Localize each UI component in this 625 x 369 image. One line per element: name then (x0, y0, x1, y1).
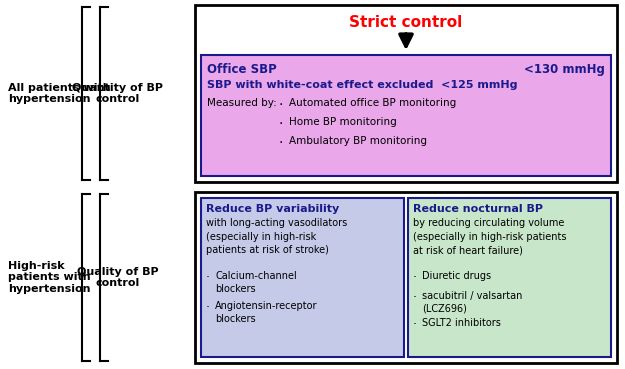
Text: Calcium-channel
blockers: Calcium-channel blockers (215, 271, 297, 294)
Text: ·: · (279, 136, 283, 150)
Bar (201, 55, 611, 176)
Text: Reduce nocturnal BP: Reduce nocturnal BP (413, 204, 543, 214)
Text: Home BP monitoring: Home BP monitoring (289, 117, 397, 127)
Text: All patients with
hypertension: All patients with hypertension (8, 83, 111, 104)
Text: with long-acting vasodilators
(especially in high-risk
patients at risk of strok: with long-acting vasodilators (especiall… (206, 218, 348, 255)
Text: Angiotensin-receptor
blockers: Angiotensin-receptor blockers (215, 301, 318, 324)
Text: ·: · (206, 301, 210, 314)
Text: Strict control: Strict control (349, 15, 462, 30)
Text: Diuretic drugs: Diuretic drugs (422, 271, 491, 281)
Text: sacubitril / valsartan
(LCZ696): sacubitril / valsartan (LCZ696) (422, 291, 522, 314)
Text: ·: · (279, 117, 283, 131)
Text: Reduce BP variability: Reduce BP variability (206, 204, 339, 214)
Text: SBP with white-coat effect excluded  <125 mmHg: SBP with white-coat effect excluded <125… (207, 80, 518, 90)
Text: SGLT2 inhibitors: SGLT2 inhibitors (422, 318, 501, 328)
Text: by reducing circulating volume
(especially in high-risk patients
at risk of hear: by reducing circulating volume (especial… (413, 218, 566, 255)
Text: High-risk
patients with
hypertension: High-risk patients with hypertension (8, 261, 91, 294)
Text: ·: · (413, 318, 417, 331)
Text: <130 mmHg: <130 mmHg (524, 63, 605, 76)
Text: Automated office BP monitoring: Automated office BP monitoring (289, 98, 456, 108)
Bar (195, 192, 617, 363)
Text: Measured by:: Measured by: (207, 98, 277, 108)
Bar (201, 198, 404, 357)
Text: ·: · (206, 271, 210, 284)
Text: Quality of BP
control: Quality of BP control (78, 267, 159, 288)
Text: ·: · (413, 291, 417, 304)
Text: Office SBP: Office SBP (207, 63, 277, 76)
Bar (408, 198, 611, 357)
Text: ·: · (413, 271, 417, 284)
Text: ·: · (279, 98, 283, 112)
Bar (195, 5, 617, 182)
Text: Quantity of BP
control: Quantity of BP control (72, 83, 164, 104)
Text: Ambulatory BP monitoring: Ambulatory BP monitoring (289, 136, 427, 146)
